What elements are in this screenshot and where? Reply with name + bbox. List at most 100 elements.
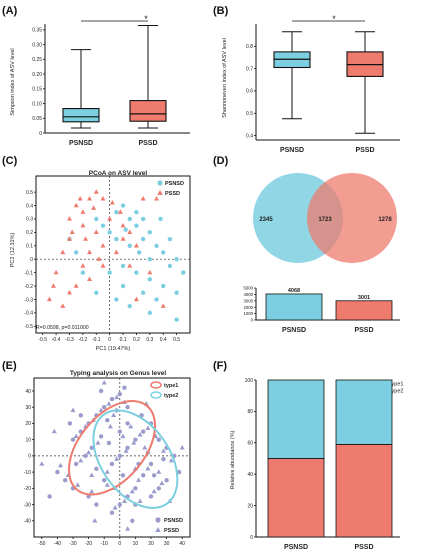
chart-c-point-psnsd [147, 310, 153, 316]
chart-e-point-psnsd [102, 478, 107, 483]
chart-f-bar-psnsd-type2 [267, 379, 325, 459]
chart-c-point-psnsd [174, 317, 179, 322]
chart-c-point-pssd [91, 205, 97, 210]
chart-c-xtick-label: -0.3 [65, 337, 74, 343]
chart-e-point-pssd [131, 440, 137, 445]
chart-e-legend-groups: PSNSD PSSD [155, 517, 183, 534]
chart-c-point-pssd [73, 283, 79, 288]
chart-d-bar-value-label: 4068 [288, 288, 300, 294]
chart-e-ellipse-type1 [67, 400, 157, 496]
panel-label-b: (B) [213, 5, 229, 17]
chart-e-point-pssd [145, 425, 151, 430]
chart-c-point-psnsd [107, 230, 112, 235]
chart-c-point-psnsd [94, 290, 99, 295]
chart-c-xtick-label: -0.1 [92, 337, 101, 343]
chart-c-ytick-label: -0.1 [24, 270, 33, 276]
chart-c-legend: PSNSD PSSD [157, 180, 184, 197]
chart-e-point-pssd [120, 433, 126, 439]
legend-e-psnsd-label: PSNSD [164, 518, 183, 524]
chart-f-ytick-label: 20 [247, 503, 253, 509]
chart-c-point-pssd [60, 303, 66, 308]
chart-e-point-pssd [151, 488, 157, 494]
chart-e-ytick-label: 30 [25, 405, 31, 411]
chart-e-xtick-label: 40 [179, 541, 185, 547]
chart-e-point-psnsd [125, 405, 130, 410]
chart-e-legend-types: type1 type2 [150, 381, 178, 399]
chart-c-point-psnsd [73, 250, 79, 255]
chart-e-xtick-label: 20 [148, 541, 154, 547]
chart-a-ytick-label: 0.15 [32, 87, 42, 93]
chart-a-ytick-label: 0.35 [32, 28, 42, 34]
chart-f-category-label: PSSD [354, 544, 373, 550]
chart-c-point-pssd [140, 196, 146, 201]
chart-c-xtick-label: 0.5 [173, 337, 180, 343]
chart-e-point-pssd [39, 461, 45, 466]
chart-e-title: Typing analysis on Genus level [70, 370, 167, 377]
chart-c-point-psnsd [134, 210, 139, 215]
chart-e-point-psnsd [133, 437, 138, 442]
chart-a-ytick-label: 0.30 [32, 42, 42, 48]
chart-d-ytick-label: 2000 [243, 305, 253, 310]
chart-c-point-pssd [109, 200, 115, 205]
chart-e-point-psnsd [102, 405, 107, 410]
chart-a-ytick-label: 0 [39, 131, 42, 137]
chart-e-point-pssd [98, 407, 104, 413]
chart-e-point-psnsd [109, 396, 115, 402]
chart-c-point-pssd [60, 249, 66, 255]
chart-c-point-pssd [46, 296, 52, 302]
chart-e-point-pssd [73, 433, 79, 439]
chart-f-ytick-label: 0 [250, 535, 253, 541]
chart-c-point-pssd [117, 209, 123, 214]
chart-c-point-psnsd [120, 263, 126, 269]
chart-e-point-pssd [142, 444, 148, 450]
chart-e-xtick-label: -40 [54, 541, 61, 547]
chart-e-ytick-label: -30 [24, 502, 31, 508]
chart-e-point-psnsd [98, 434, 104, 439]
chart-e-xtick-label: 30 [164, 541, 170, 547]
chart-e-ellipse-type2 [92, 409, 179, 509]
chart-c-point-psnsd [147, 256, 153, 262]
chart-a-ytick-label: 0.25 [32, 57, 42, 63]
chart-e-point-psnsd [161, 456, 166, 462]
chart-e-point-pssd [95, 440, 101, 445]
chart-c-point-pssd [69, 229, 75, 235]
legend-type1-label: type1 [164, 383, 178, 389]
chart-e-point-pssd [78, 457, 84, 463]
chart-c-point-psnsd [127, 243, 132, 248]
chart-c-point-psnsd [136, 250, 142, 255]
chart-c-point-psnsd [140, 290, 146, 295]
chart-b-ylabel: Shannoneven index of ASV level [222, 38, 228, 118]
chart-c-point-pssd [53, 269, 59, 275]
chart-c-point-pssd [113, 249, 119, 255]
chart-e-point-psnsd [133, 486, 138, 491]
chart-d-bar-pssd [335, 300, 393, 321]
chart-e-point-psnsd [98, 388, 104, 394]
legend-e-psnsd-marker [155, 517, 161, 523]
chart-b-ytick-label: 0.8 [246, 44, 253, 50]
chart-c-point-psnsd [154, 297, 159, 302]
chart-c-ytick-label: -0.5 [24, 324, 33, 330]
legend-psnsd-marker [157, 180, 163, 186]
chart-e-point-pssd [58, 462, 64, 468]
chart-e-point-pssd [136, 477, 142, 482]
chart-c-point-psnsd [94, 216, 99, 222]
panel-label-c: (C) [2, 155, 18, 167]
chart-c-point-psnsd [161, 283, 166, 289]
chart-c-point-psnsd [154, 243, 159, 248]
panel-label-f: (F) [213, 360, 227, 372]
chart-b-category-label: PSNSD [280, 147, 304, 154]
chart-c-point-pssd [87, 276, 93, 282]
chart-e-point-psnsd [62, 478, 68, 483]
chart-e-xtick-label: -10 [101, 541, 108, 547]
chart-c-point-psnsd [181, 270, 186, 275]
chart-c-point-pssd [66, 236, 72, 241]
chart-c-xtick-label: -0.2 [79, 337, 88, 343]
chart-c-point-psnsd [147, 230, 153, 235]
chart-c-point-pssd [66, 289, 72, 295]
chart-c-point-psnsd [174, 290, 179, 295]
chart-e-point-pssd [179, 444, 185, 450]
chart-e-point-pssd [121, 498, 127, 503]
chart-f-bar-pssd-type2 [335, 379, 393, 445]
chart-f-ytick-label: 40 [247, 472, 253, 478]
chart-c-point-pssd [107, 216, 113, 221]
